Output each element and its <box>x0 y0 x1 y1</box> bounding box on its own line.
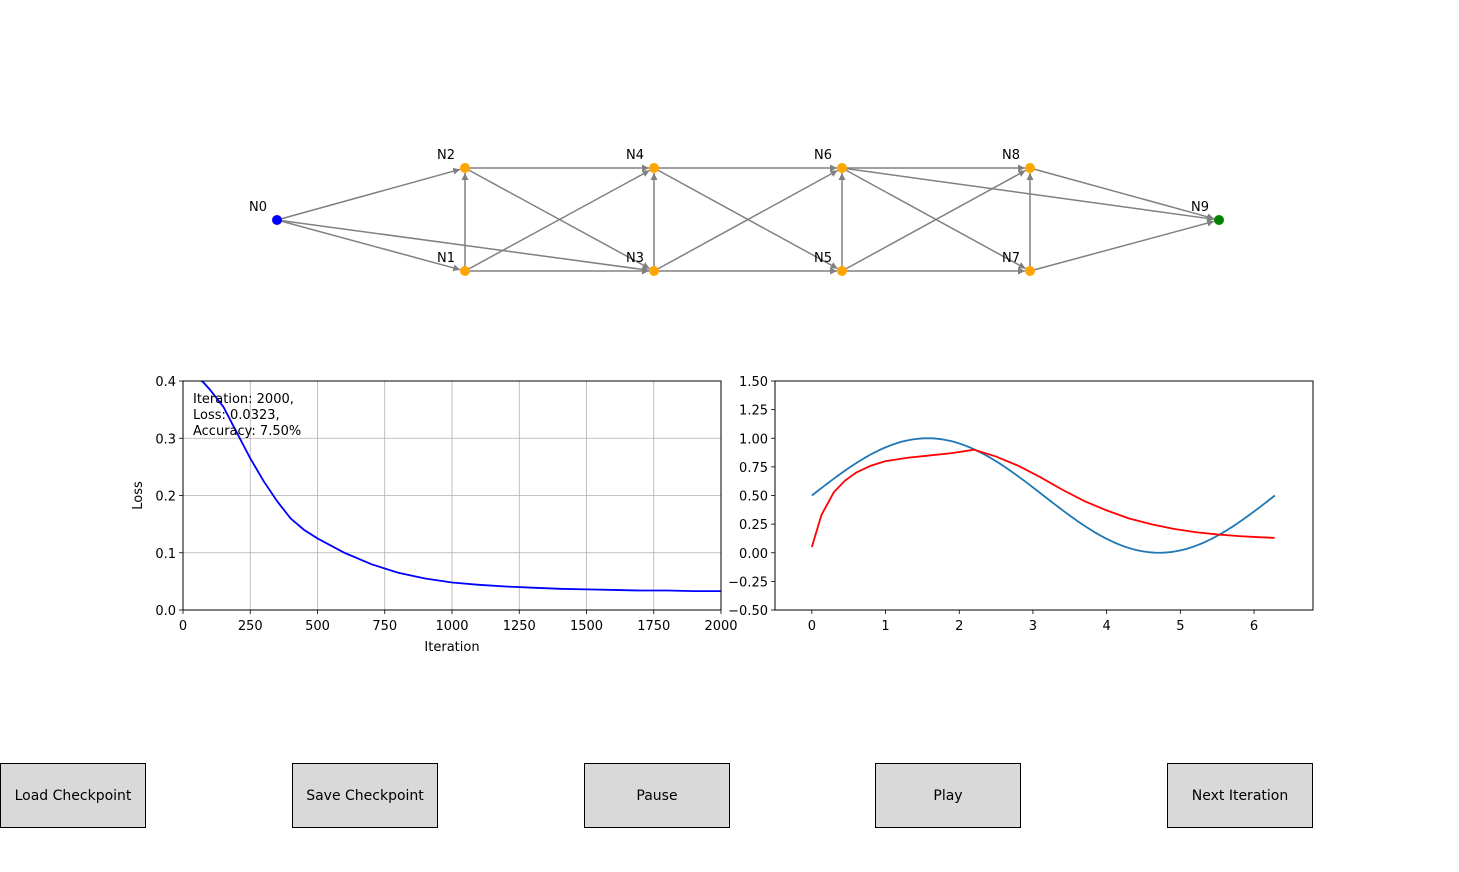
graph-edge-N4-N5 <box>653 167 838 270</box>
network-graph: N0 N1 N2 N3 N4 N5 N6 N7 N8 N9 <box>249 148 1224 276</box>
graph-edge-N6-N9 <box>841 167 1215 222</box>
graph-node-N8 <box>1025 163 1035 173</box>
loss-xtick-label: 0 <box>179 619 187 634</box>
func-ytick-label: 0.75 <box>739 461 768 476</box>
graph-node-label: N2 <box>437 148 455 163</box>
loss-xtick-label: 1500 <box>570 619 603 634</box>
loss-ytick-label: 0.2 <box>155 490 176 505</box>
graph-node-N7 <box>1025 266 1035 276</box>
loss-xlabel: Iteration <box>424 640 479 655</box>
graph-node-label: N0 <box>249 200 267 215</box>
graph-node-label: N3 <box>626 251 644 266</box>
func-xtick-label: 4 <box>1103 619 1111 634</box>
func-ytick-label: 1.50 <box>739 375 768 390</box>
loss-xtick-label: 1750 <box>637 619 670 634</box>
func-xtick-label: 1 <box>881 619 889 634</box>
graph-node-N5 <box>837 266 847 276</box>
loss-xtick-label: 2000 <box>704 619 737 634</box>
save-checkpoint-button[interactable]: Save Checkpoint <box>292 763 438 828</box>
graph-edge-N7-N9 <box>1029 219 1215 272</box>
graph-node-label: N4 <box>626 148 644 163</box>
loss-annotation-line: Iteration: 2000, <box>193 392 294 407</box>
sine-series-line <box>811 437 1276 554</box>
prediction-series-line <box>810 448 1275 548</box>
function-chart: 0 1 2 3 4 5 6 −0.50 −0.25 0.00 0.25 0.50 0.75 1.00 1.2… <box>728 375 1314 634</box>
graph-node-label: N5 <box>814 251 832 266</box>
func-ytick-label: 1.00 <box>739 432 768 447</box>
loss-xtick-label: 1000 <box>435 619 468 634</box>
loss-series-line <box>199 381 721 593</box>
graph-node-label: N9 <box>1191 200 1209 215</box>
graph-edge-N0-N3 <box>276 219 650 273</box>
loss-ytick-label: 0.4 <box>155 375 176 390</box>
func-xtick-label: 5 <box>1176 619 1184 634</box>
graph-node-label: N6 <box>814 148 832 163</box>
graph-edge-N8-N9 <box>1029 167 1215 221</box>
graph-edge-N3-N6 <box>653 169 838 272</box>
loss-xtick-label: 500 <box>305 619 330 634</box>
func-ytick-label: 1.25 <box>739 404 768 419</box>
loss-annotation-line: Accuracy: 7.50% <box>193 424 301 439</box>
graph-node-N2 <box>460 163 470 173</box>
graph-edge-N5-N8 <box>841 169 1026 272</box>
func-xtick-label: 3 <box>1029 619 1037 634</box>
loss-ytick-label: 0.0 <box>155 604 176 619</box>
graph-node-label: N1 <box>437 251 455 266</box>
graph-edge-N0-N1 <box>276 219 461 272</box>
loss-axes-frame <box>182 380 722 611</box>
loss-ytick-label: 0.1 <box>155 547 176 562</box>
func-xtick-label: 6 <box>1250 619 1258 634</box>
graph-node-label: N7 <box>1002 251 1020 266</box>
func-ytick-label: 0.25 <box>739 518 768 533</box>
graph-node-N0 <box>272 215 282 225</box>
func-ytick-label: 0.50 <box>739 490 768 505</box>
graph-node-N1 <box>460 266 470 276</box>
loss-ylabel: Loss <box>131 481 146 510</box>
graph-node-N4 <box>649 163 659 173</box>
graph-node-N9 <box>1214 215 1224 225</box>
loss-xtick-label: 750 <box>372 619 397 634</box>
func-ytick-label: 0.00 <box>739 547 768 562</box>
func-axes-frame <box>774 380 1314 611</box>
play-button[interactable]: Play <box>875 763 1021 828</box>
graph-node-label: N8 <box>1002 148 1020 163</box>
next-iteration-button[interactable]: Next Iteration <box>1167 763 1313 828</box>
graph-node-N6 <box>837 163 847 173</box>
load-checkpoint-button[interactable]: Load Checkpoint <box>0 763 146 828</box>
func-ytick-label: −0.50 <box>728 604 768 619</box>
loss-xtick-label: 250 <box>238 619 263 634</box>
pause-button[interactable]: Pause <box>584 763 730 828</box>
graph-edge-N6-N7 <box>841 167 1026 270</box>
loss-ytick-label: 0.3 <box>155 432 176 447</box>
graph-edge-N2-N3 <box>464 167 650 270</box>
graph-edge-N1-N4 <box>464 169 650 272</box>
func-ytick-label: −0.25 <box>728 575 768 590</box>
func-xtick-label: 2 <box>955 619 963 634</box>
graph-node-N3 <box>649 266 659 276</box>
loss-xtick-label: 1250 <box>503 619 536 634</box>
graph-edge-N0-N2 <box>276 167 461 221</box>
loss-chart: 0 250 500 750 1000 1250 1500 1750 2000 0.0 0.1 0.2 0… <box>131 375 738 655</box>
loss-annotation-line: Loss: 0.0323, <box>193 408 280 423</box>
func-xtick-label: 0 <box>808 619 816 634</box>
